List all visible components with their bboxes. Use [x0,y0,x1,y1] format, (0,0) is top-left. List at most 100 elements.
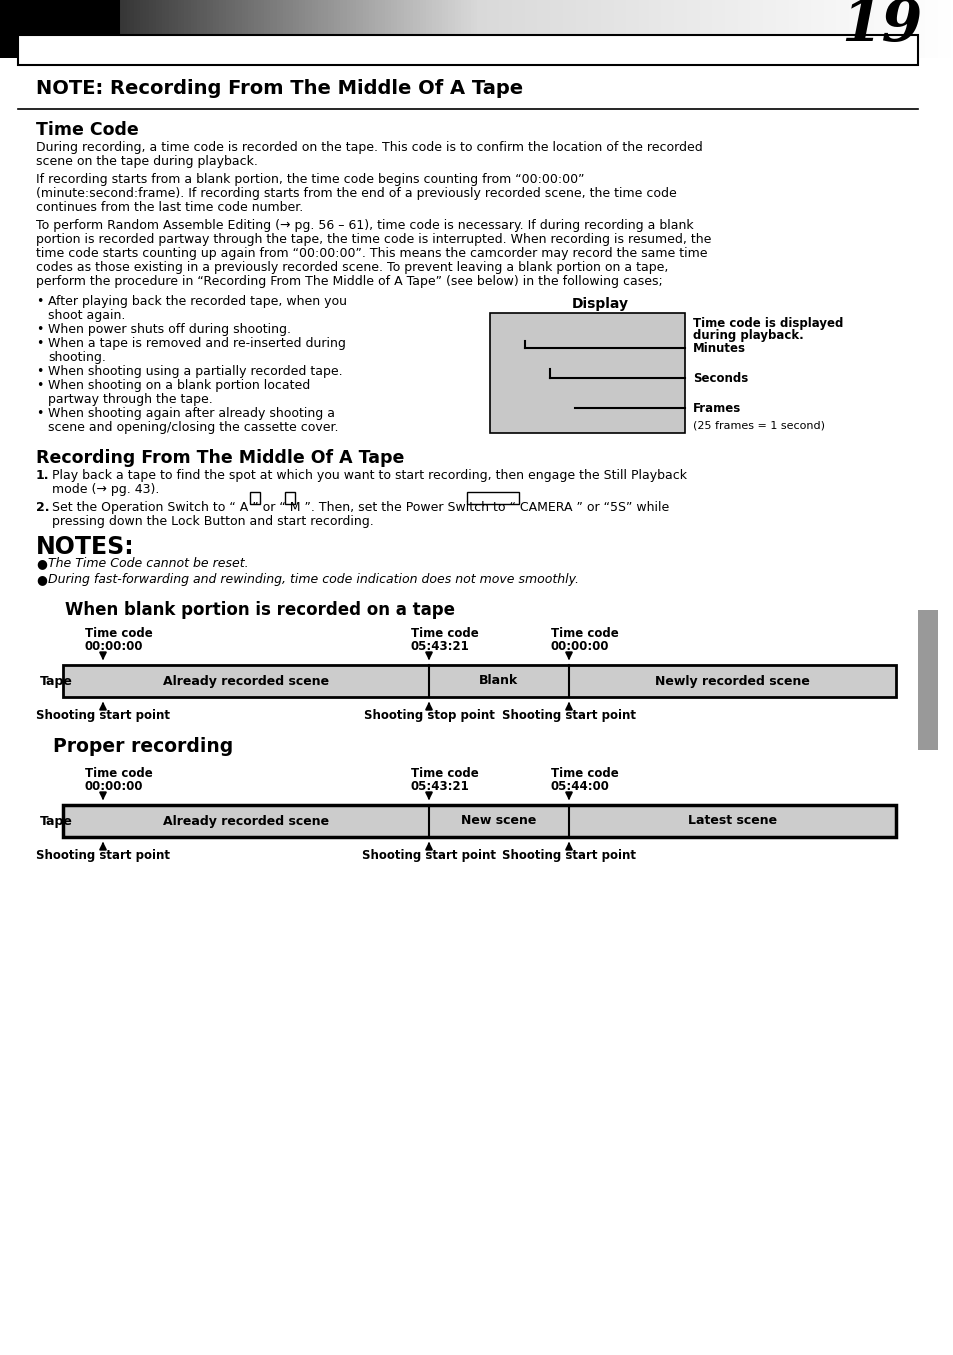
Bar [238,0,242,58]
Text: Tape: Tape [40,675,72,687]
Bar [498,0,503,58]
Bar [521,0,525,58]
Bar [426,0,430,58]
Bar [83,0,87,58]
Text: •: • [36,295,43,308]
Bar [257,0,261,58]
Bar [346,0,351,58]
Bar [203,0,208,58]
Bar [753,0,757,58]
Bar [334,0,337,58]
Bar [276,0,280,58]
Bar [769,0,773,58]
Bar [578,0,582,58]
Bar [336,0,341,58]
Bar [483,0,487,58]
Bar [445,0,449,58]
Bar [317,0,322,58]
Bar [410,0,414,58]
Bar [731,0,735,58]
Text: Time Code: Time Code [36,121,138,140]
Text: Shooting start point: Shooting start point [501,850,636,862]
Bar [63,805,895,837]
Bar [51,0,55,58]
Bar [746,0,751,58]
Bar [279,0,284,58]
Bar [286,0,290,58]
Bar [626,0,630,58]
Text: Play back a tape to find the spot at which you want to start recording, then eng: Play back a tape to find the spot at whi… [52,469,686,482]
Bar [464,0,468,58]
Text: Already recorded scene: Already recorded scene [163,814,329,828]
Bar [7,0,10,58]
Bar [86,0,90,58]
Bar [76,0,80,58]
Bar [762,0,766,58]
Bar [791,0,795,58]
Text: Minutes: Minutes [692,341,745,355]
Bar [607,0,611,58]
Bar [165,0,170,58]
Bar [226,0,230,58]
Text: When power shuts off during shooting.: When power shuts off during shooting. [48,322,291,336]
Bar [670,0,675,58]
Bar [432,0,436,58]
Bar [219,0,223,58]
Bar [441,0,446,58]
Bar [493,0,497,58]
Bar [102,0,106,58]
Bar [407,0,411,58]
Bar [350,0,354,58]
Bar [915,0,919,58]
Bar [883,0,887,58]
Bar [696,0,700,58]
Bar [98,0,103,58]
Bar [57,0,61,58]
Bar [384,0,389,58]
Bar [877,0,881,58]
Bar [131,0,134,58]
Bar [38,0,42,58]
Bar [448,0,452,58]
Bar [807,0,811,58]
Bar [216,0,220,58]
Bar [689,0,694,58]
Bar [416,0,420,58]
Text: scene and opening/closing the cassette cover.: scene and opening/closing the cassette c… [48,421,338,434]
Text: During recording, a time code is recorded on the tape. This code is to confirm t: During recording, a time code is recorde… [36,141,702,154]
Bar [727,0,732,58]
Bar [207,0,211,58]
Bar [18,35,917,65]
Bar [470,0,475,58]
Bar [146,0,151,58]
Bar [375,0,379,58]
Bar [235,0,239,58]
Bar [588,0,592,58]
Bar [619,0,623,58]
Bar [632,0,637,58]
Bar [67,0,71,58]
Bar [359,0,363,58]
Bar [369,0,373,58]
Bar [159,0,163,58]
Text: When shooting again after already shooting a: When shooting again after already shooti… [48,406,335,420]
Bar [331,0,335,58]
Text: Latest scene: Latest scene [687,814,777,828]
Bar [324,0,328,58]
Bar [365,0,370,58]
Text: Frames: Frames [692,401,740,415]
Bar [581,0,585,58]
Bar [229,0,233,58]
Bar [848,0,852,58]
Bar [639,0,642,58]
Bar [781,0,785,58]
Bar [0,0,4,58]
Text: continues from the last time code number.: continues from the last time code number… [36,201,303,214]
Bar [378,0,382,58]
Bar [340,0,344,58]
Bar [127,0,132,58]
Bar [92,0,96,58]
Text: portion is recorded partway through the tape, the time code is interrupted. When: portion is recorded partway through the … [36,233,711,247]
Bar [381,0,385,58]
Bar [403,0,408,58]
